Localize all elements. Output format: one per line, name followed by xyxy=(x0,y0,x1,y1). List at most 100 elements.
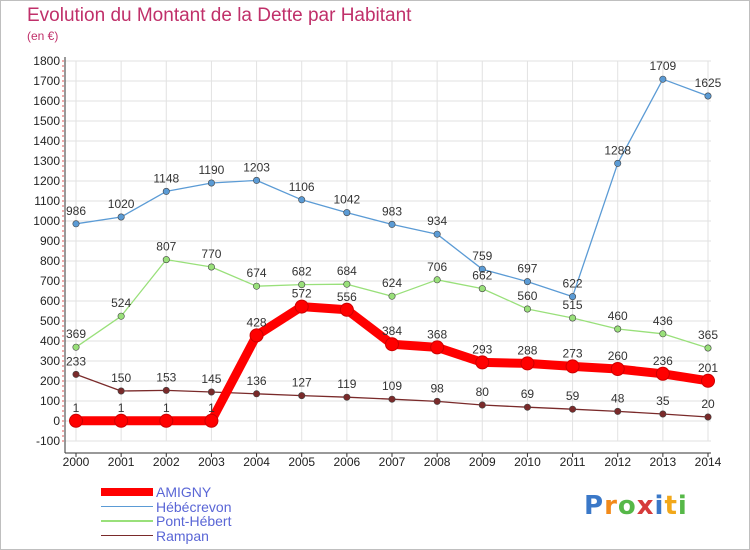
data-point xyxy=(659,75,667,83)
data-label: 1 xyxy=(118,401,125,415)
data-point xyxy=(478,265,486,273)
data-label: 807 xyxy=(156,240,176,254)
data-point xyxy=(704,344,712,352)
x-tick-label: 2010 xyxy=(514,455,541,469)
data-point xyxy=(159,413,174,428)
y-tick-label: 100 xyxy=(40,394,60,408)
data-point xyxy=(659,410,667,418)
data-label: 428 xyxy=(247,315,267,329)
y-tick-label: 900 xyxy=(40,234,60,248)
data-point xyxy=(343,209,351,217)
data-point xyxy=(478,401,486,409)
data-point xyxy=(162,256,170,264)
data-point xyxy=(207,388,215,396)
y-tick-label: 1100 xyxy=(34,194,60,208)
data-label: 48 xyxy=(611,391,625,405)
data-point xyxy=(565,359,580,374)
legend-label: Pont-Hébert xyxy=(156,513,232,529)
data-point xyxy=(523,305,531,313)
data-label: 153 xyxy=(156,370,176,384)
data-point xyxy=(610,362,625,376)
data-point xyxy=(298,281,306,289)
chart-title: Evolution du Montant de la Dette par Hab… xyxy=(27,5,412,26)
data-label: 1625 xyxy=(695,76,722,90)
data-label: 1148 xyxy=(153,171,179,185)
data-label: 59 xyxy=(566,389,580,403)
data-point xyxy=(249,328,264,343)
data-label: 1288 xyxy=(604,143,631,157)
legend-swatch xyxy=(101,505,153,508)
data-label: 556 xyxy=(337,290,357,304)
data-point xyxy=(162,187,170,195)
y-tick-label: 700 xyxy=(40,274,60,288)
data-label: 233 xyxy=(66,354,86,368)
y-tick-label: 1600 xyxy=(33,94,60,108)
x-tick-label: 2004 xyxy=(243,455,270,469)
data-point xyxy=(117,387,125,395)
data-point xyxy=(204,413,219,428)
y-tick-label: 1300 xyxy=(33,154,60,168)
data-label: 662 xyxy=(472,269,492,283)
y-tick-label: 1200 xyxy=(33,174,60,188)
data-point xyxy=(207,179,215,187)
data-point xyxy=(614,159,622,167)
x-tick-label: 2000 xyxy=(63,455,90,469)
data-point xyxy=(478,285,486,293)
data-point xyxy=(569,314,577,322)
data-point xyxy=(72,220,80,228)
data-label: 624 xyxy=(382,276,402,290)
data-label: 1203 xyxy=(243,160,270,174)
data-point xyxy=(430,340,445,355)
data-label: 515 xyxy=(563,298,583,312)
data-label: 934 xyxy=(427,214,447,228)
logo-letter: P xyxy=(584,491,605,521)
series-1 xyxy=(72,75,712,301)
y-tick-label: 600 xyxy=(40,294,60,308)
logo-letter: i xyxy=(654,491,665,521)
x-tick-label: 2007 xyxy=(379,455,406,469)
data-label: 288 xyxy=(517,343,537,357)
data-label: 436 xyxy=(653,314,673,328)
data-point xyxy=(433,230,441,238)
logo-letter: x xyxy=(636,491,655,521)
data-point xyxy=(162,386,170,394)
data-point xyxy=(117,312,125,320)
data-point xyxy=(523,403,531,411)
x-tick-label: 2014 xyxy=(695,455,722,469)
data-point xyxy=(523,278,531,286)
x-tick-label: 2011 xyxy=(560,455,586,469)
data-label: 460 xyxy=(608,309,628,323)
data-point xyxy=(475,355,490,370)
x-tick-label: 2003 xyxy=(198,455,225,469)
data-label: 572 xyxy=(292,287,312,301)
data-label: 1 xyxy=(73,401,80,415)
y-tick-label: -100 xyxy=(36,434,60,448)
data-label: 1020 xyxy=(108,197,135,211)
data-label: 35 xyxy=(656,394,670,408)
data-point xyxy=(343,280,351,288)
data-point xyxy=(385,337,399,352)
chart-unit: (en €) xyxy=(27,29,59,43)
data-label: 80 xyxy=(476,385,490,399)
data-label: 697 xyxy=(517,262,537,276)
data-label: 273 xyxy=(563,346,583,360)
legend-swatch xyxy=(101,488,153,496)
data-point xyxy=(388,292,396,300)
data-label: 119 xyxy=(337,377,356,391)
data-point xyxy=(433,276,441,284)
y-tick-label: 1700 xyxy=(33,74,60,88)
data-label: 69 xyxy=(521,387,535,401)
data-point xyxy=(388,220,396,228)
data-point xyxy=(72,370,80,378)
data-label: 145 xyxy=(201,372,221,386)
data-label: 109 xyxy=(382,379,402,393)
data-label: 1 xyxy=(163,401,170,415)
y-tick-label: 1400 xyxy=(33,134,60,148)
logo-letter: i xyxy=(677,491,688,521)
data-label: 983 xyxy=(382,204,402,218)
x-tick-label: 2008 xyxy=(424,455,451,469)
data-label: 384 xyxy=(382,324,402,338)
data-point xyxy=(298,196,306,204)
data-point xyxy=(388,395,396,403)
